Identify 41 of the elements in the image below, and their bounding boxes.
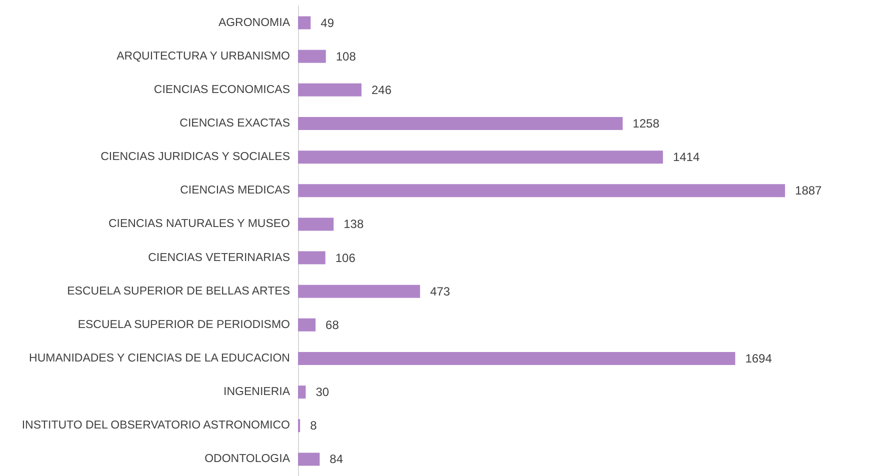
y-tick-label: HUMANIDADES Y CIENCIAS DE LA EDUCACION [29, 352, 290, 364]
y-tick-label: CIENCIAS JURIDICAS Y SOCIALES [100, 151, 290, 164]
bar [298, 284, 420, 298]
data-label: 8 [310, 418, 318, 433]
y-tick-label: INSTITUTO DEL OBSERVATORIO ASTRONOMICO [22, 420, 290, 432]
bar [298, 218, 334, 231]
bar [298, 386, 306, 399]
y-tick-label: ODONTOLOGIA [204, 453, 290, 466]
y-tick-label: CIENCIAS EXACTAS [180, 118, 290, 130]
data-label: 1694 [745, 352, 772, 366]
bar [298, 251, 326, 264]
data-label: 106 [335, 250, 356, 265]
bar [298, 318, 316, 332]
bar [298, 83, 362, 96]
data-label: 30 [316, 385, 330, 400]
y-tick-label: AGRONOMIA [218, 16, 290, 29]
bar [298, 352, 736, 365]
data-label: 68 [326, 318, 340, 332]
y-tick-label: ESCUELA SUPERIOR DE BELLAS ARTES [67, 285, 290, 298]
y-tick-label: CIENCIAS NATURALES Y MUSEO [108, 218, 290, 230]
bar [298, 452, 320, 466]
data-label: 49 [320, 16, 334, 30]
y-tick-label: CIENCIAS MEDICAS [180, 184, 290, 197]
bar [298, 117, 623, 130]
data-label: 108 [336, 49, 356, 64]
bar [298, 50, 326, 63]
y-tick-label: ESCUELA SUPERIOR DE PERIODISMO [78, 318, 290, 331]
data-label: 1258 [632, 116, 660, 130]
data-label: 138 [344, 217, 364, 232]
bar [298, 16, 311, 30]
y-tick-label: ARQUITECTURA Y URBANISMO [116, 50, 290, 62]
y-tick-label: INGENIERIA [224, 386, 290, 398]
data-label: 84 [330, 452, 344, 466]
data-label: 1414 [672, 150, 700, 164]
y-tick-label: CIENCIAS VETERINARIAS [148, 252, 290, 264]
bar [298, 184, 786, 198]
y-tick-label: CIENCIAS ECONOMICAS [154, 84, 290, 96]
data-label: 1887 [795, 184, 822, 198]
data-label: 246 [371, 82, 392, 97]
bar [298, 150, 663, 164]
data-label: 473 [430, 284, 450, 298]
